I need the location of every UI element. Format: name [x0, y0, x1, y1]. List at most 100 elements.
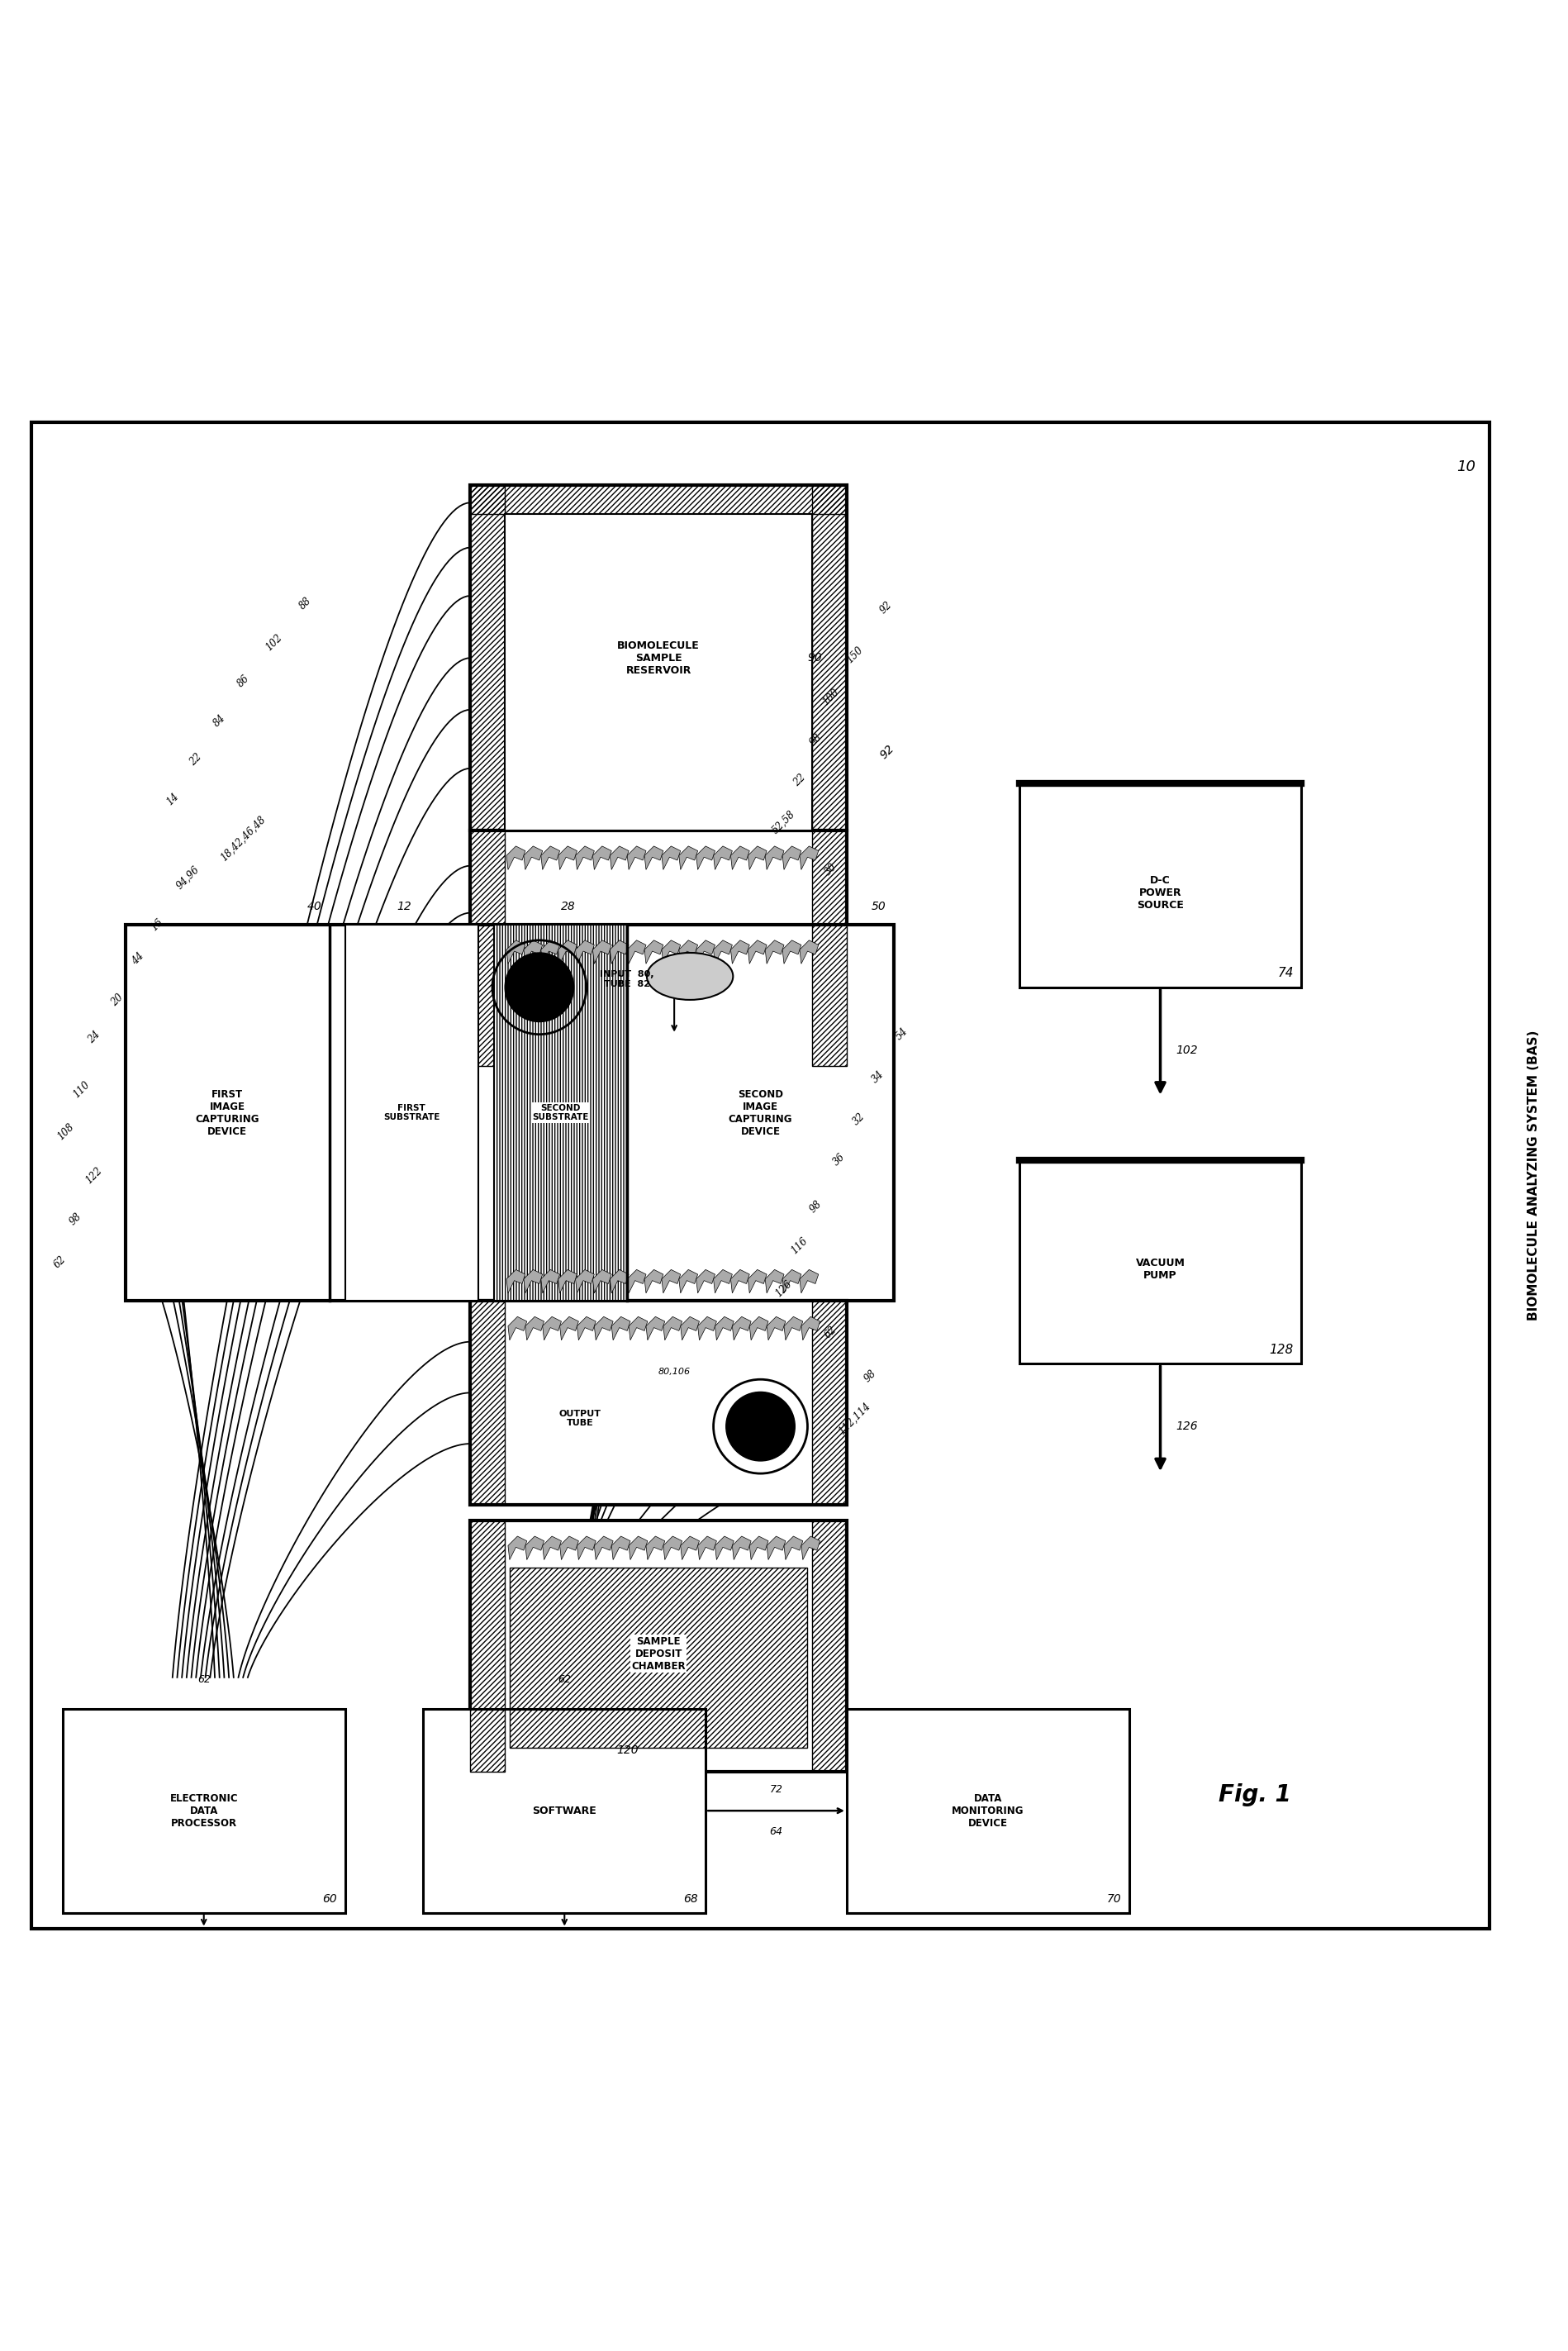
Polygon shape — [765, 1270, 784, 1293]
Polygon shape — [784, 1535, 803, 1559]
Polygon shape — [679, 1270, 698, 1293]
Text: 98: 98 — [862, 1368, 878, 1385]
Polygon shape — [646, 1535, 665, 1559]
Polygon shape — [765, 846, 784, 870]
Polygon shape — [541, 940, 560, 964]
Text: 98: 98 — [808, 731, 823, 748]
Polygon shape — [713, 1270, 732, 1293]
Text: 14: 14 — [165, 790, 180, 806]
Polygon shape — [748, 1270, 767, 1293]
Polygon shape — [627, 846, 646, 870]
Text: 24: 24 — [86, 1030, 102, 1046]
Text: 22: 22 — [792, 771, 808, 788]
Polygon shape — [558, 1270, 577, 1293]
Polygon shape — [748, 940, 767, 964]
Text: 10: 10 — [1457, 458, 1475, 475]
Polygon shape — [506, 846, 525, 870]
Polygon shape — [594, 1535, 613, 1559]
Polygon shape — [800, 1270, 818, 1293]
Polygon shape — [594, 1317, 613, 1340]
Polygon shape — [524, 846, 543, 870]
Polygon shape — [731, 1270, 750, 1293]
Polygon shape — [662, 940, 681, 964]
Polygon shape — [662, 846, 681, 870]
Polygon shape — [560, 1535, 579, 1559]
Bar — [470, 830, 847, 1065]
Bar — [470, 1521, 847, 1773]
Text: 40: 40 — [307, 900, 321, 912]
Polygon shape — [715, 1317, 734, 1340]
Bar — [847, 1709, 1129, 1914]
Polygon shape — [593, 940, 612, 964]
Polygon shape — [627, 1270, 646, 1293]
Text: Fig. 1: Fig. 1 — [1218, 1784, 1290, 1806]
Text: 120: 120 — [616, 1744, 638, 1756]
Polygon shape — [629, 1535, 648, 1559]
Polygon shape — [644, 940, 663, 964]
Text: 36: 36 — [831, 1152, 847, 1168]
Bar — [470, 484, 847, 830]
Text: 44: 44 — [130, 950, 146, 966]
Polygon shape — [663, 1535, 682, 1559]
Polygon shape — [750, 1317, 768, 1340]
Text: 62: 62 — [52, 1253, 67, 1270]
Polygon shape — [679, 940, 698, 964]
Text: 122: 122 — [83, 1166, 105, 1185]
Bar — [63, 1709, 345, 1914]
Text: 28: 28 — [561, 900, 575, 912]
Polygon shape — [713, 846, 732, 870]
Text: 92: 92 — [878, 600, 894, 616]
Text: 68: 68 — [684, 1893, 698, 1904]
Text: 12: 12 — [397, 900, 411, 912]
Polygon shape — [644, 846, 663, 870]
Polygon shape — [524, 1270, 543, 1293]
Text: 32: 32 — [851, 1112, 867, 1126]
Polygon shape — [610, 846, 629, 870]
Ellipse shape — [646, 952, 732, 999]
Text: 100: 100 — [820, 686, 842, 708]
Polygon shape — [560, 1317, 579, 1340]
Polygon shape — [732, 1317, 751, 1340]
Polygon shape — [782, 1270, 801, 1293]
Polygon shape — [767, 1535, 786, 1559]
Bar — [510, 1568, 808, 1749]
Bar — [505, 513, 812, 830]
Bar — [1019, 1159, 1301, 1364]
Polygon shape — [800, 846, 818, 870]
Polygon shape — [696, 940, 715, 964]
Text: SOFTWARE: SOFTWARE — [533, 1806, 596, 1815]
Text: 52,58: 52,58 — [770, 809, 798, 837]
Polygon shape — [698, 1535, 717, 1559]
Text: 62: 62 — [558, 1674, 571, 1686]
Text: 108: 108 — [55, 1121, 77, 1143]
Polygon shape — [750, 1535, 768, 1559]
Polygon shape — [646, 1317, 665, 1340]
Text: OUTPUT
TUBE: OUTPUT TUBE — [560, 1411, 601, 1427]
Polygon shape — [506, 940, 525, 964]
Polygon shape — [732, 1535, 751, 1559]
Text: SECOND
IMAGE
CAPTURING
DEVICE: SECOND IMAGE CAPTURING DEVICE — [729, 1089, 792, 1138]
Polygon shape — [731, 940, 750, 964]
Polygon shape — [610, 940, 629, 964]
Text: 90: 90 — [808, 651, 822, 663]
Text: BIOMOLECULE ANALYZING SYSTEM (BAS): BIOMOLECULE ANALYZING SYSTEM (BAS) — [1527, 1030, 1540, 1321]
Text: 150: 150 — [844, 644, 866, 665]
Polygon shape — [543, 1535, 561, 1559]
Polygon shape — [524, 940, 543, 964]
Polygon shape — [681, 1535, 699, 1559]
Polygon shape — [612, 1535, 630, 1559]
Bar — [812, 1521, 847, 1773]
Text: 72: 72 — [770, 1784, 782, 1796]
Text: FIRST
IMAGE
CAPTURING
DEVICE: FIRST IMAGE CAPTURING DEVICE — [196, 1089, 259, 1138]
Circle shape — [726, 1392, 795, 1460]
Text: 50: 50 — [872, 900, 886, 912]
Polygon shape — [679, 846, 698, 870]
Text: 74: 74 — [1278, 966, 1294, 980]
Polygon shape — [558, 846, 577, 870]
Text: 88: 88 — [298, 595, 314, 611]
Text: 116: 116 — [789, 1237, 811, 1255]
Polygon shape — [713, 940, 732, 964]
Polygon shape — [575, 940, 594, 964]
Polygon shape — [541, 1270, 560, 1293]
Text: 16: 16 — [149, 917, 165, 933]
